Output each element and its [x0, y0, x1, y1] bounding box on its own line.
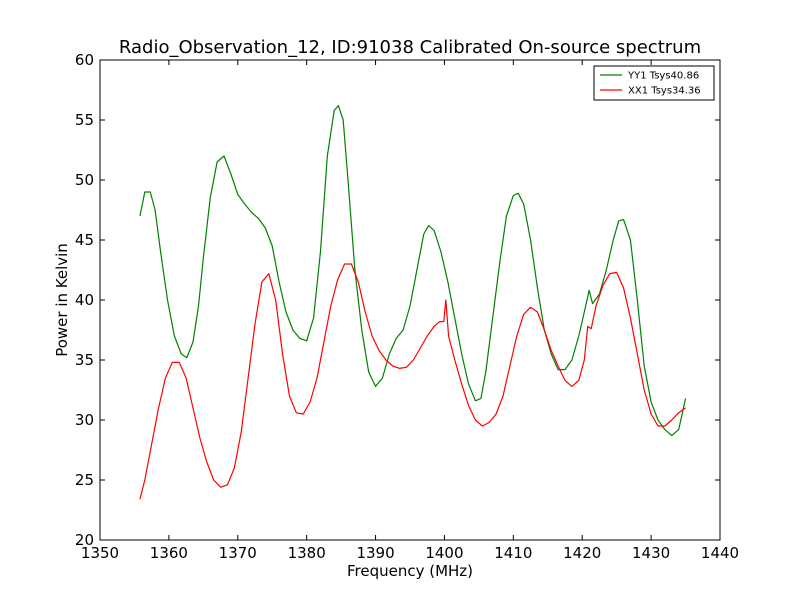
- y-tick-label: 60: [75, 51, 94, 69]
- y-tick-label: 25: [75, 471, 94, 489]
- x-tick-label: 1420: [563, 544, 601, 562]
- x-tick-label: 1430: [632, 544, 670, 562]
- y-tick-label: 40: [75, 291, 94, 309]
- legend-box: [593, 65, 715, 101]
- legend-label-2: XX1 Tsys34.36: [628, 86, 701, 97]
- y-tick-label: 55: [75, 111, 94, 129]
- y-tick-label: 45: [75, 231, 94, 249]
- series-line-2: [139, 263, 686, 500]
- x-tick-label: 1350: [81, 544, 119, 562]
- x-tick-label: 1380: [288, 544, 326, 562]
- y-tick-label: 50: [75, 171, 94, 189]
- x-tick-label: 1390: [356, 544, 394, 562]
- x-tick-label: 1440: [701, 544, 739, 562]
- plot-frame: [99, 59, 721, 541]
- x-tick-label: 1400: [425, 544, 463, 562]
- axis-ticks: 1350 1360 1370 1380 1390 1400 1410 1420 1430 1440…: [75, 51, 739, 562]
- series-line-1: [139, 104, 687, 437]
- x-tick-label: 1360: [150, 544, 188, 562]
- y-axis-label: Power in Kelvin: [53, 243, 71, 357]
- legend-label-1: YY1 Tsys40.86: [627, 71, 699, 82]
- y-tick-label: 30: [75, 411, 94, 429]
- chart-title: Radio_Observation_12, ID:91038 Calibrate…: [119, 37, 701, 58]
- y-tick-label: 35: [75, 351, 94, 369]
- y-tick-label: 20: [75, 531, 94, 549]
- x-axis-label: Frequency (MHz): [347, 562, 473, 580]
- legend: YY1 Tsys40.86 XX1 Tsys34.36: [593, 65, 715, 101]
- x-tick-label: 1410: [494, 544, 532, 562]
- x-tick-label: 1370: [219, 544, 257, 562]
- plot-area: [139, 104, 687, 500]
